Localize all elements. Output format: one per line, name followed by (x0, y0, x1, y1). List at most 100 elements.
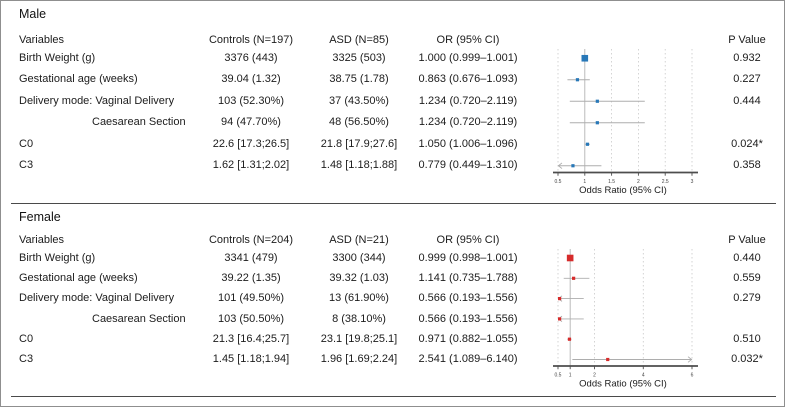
or-value: 1.000 (0.999–1.001) (418, 51, 518, 64)
table-row: C0 21.3 [16.4;25.7] 23.1 [19.8;25.1] 0.971 … (1, 329, 784, 349)
p-value: 0.358 (733, 159, 761, 171)
axis-tick-label: 3 (691, 179, 694, 185)
or-value: 0.566 (0.193–1.556) (418, 312, 518, 325)
section-divider (11, 203, 776, 204)
or-point-marker (585, 142, 590, 146)
variable-label: Caesarean Section (92, 116, 186, 128)
column-header-pvalue: P Value (728, 34, 766, 46)
or-value: 1.141 (0.735–1.788) (418, 272, 518, 285)
variable-label: C0 (19, 137, 34, 150)
column-header-variables: Variables (19, 234, 65, 246)
axis-tick-label: 0.5 (555, 179, 562, 185)
asd-value: 8 (38.10%) (332, 312, 386, 325)
or-point-marker (558, 297, 562, 301)
asd-value: 13 (61.90%) (329, 292, 389, 305)
table-row: C3 1.62 [1.31;2.02] 1.48 [1.18;1.88] 0.779 … (1, 155, 784, 177)
bottom-divider (11, 396, 776, 397)
asd-value: 23.1 [19.8;25.1] (320, 333, 398, 345)
asd-value: 1.96 [1.69;2.24] (320, 353, 398, 366)
controls-value: 21.3 [16.4;25.7] (212, 333, 290, 345)
axis-label: Odds Ratio (95% CI) (579, 379, 667, 390)
variable-label: C3 (19, 353, 34, 366)
p-value: 0.024* (731, 137, 763, 150)
table-row: Delivery mode: Vaginal Delivery 103 (52.3… (1, 91, 784, 113)
table-row: Birth Weight (g) 3376 (443) 3325 (503) 1.00… (1, 48, 784, 70)
or-point-marker (571, 164, 575, 168)
or-value: 0.971 (0.882–1.055) (418, 333, 518, 345)
or-value: 1.050 (1.006–1.096) (418, 137, 518, 150)
or-point-marker (581, 54, 589, 62)
asd-value: 3325 (503) (332, 51, 386, 64)
table-row: Delivery mode: Vaginal Delivery 101 (49.5… (1, 288, 784, 308)
asd-value: 39.32 (1.03) (329, 272, 389, 285)
controls-value: 94 (47.70%) (221, 116, 281, 128)
p-value: 0.510 (733, 333, 761, 345)
or-value: 0.779 (0.449–1.310) (418, 159, 518, 171)
column-header-controls: Controls (N=197) (208, 34, 294, 46)
p-value: 0.279 (733, 292, 761, 305)
controls-value: 3376 (443) (224, 51, 278, 64)
or-point-marker (566, 254, 574, 262)
panel-title: Female (19, 210, 61, 224)
axis-tick-label: 2.5 (662, 179, 669, 185)
ci-clip-arrow-right (687, 356, 693, 363)
axis-tick-label: 2 (637, 179, 640, 185)
variable-label: Caesarean Section (92, 312, 186, 325)
panel-female: Female Variables Controls (N=204) ASD (N… (1, 203, 784, 397)
or-point-marker (606, 357, 610, 362)
or-value: 0.999 (0.998–1.001) (418, 251, 518, 264)
column-header-pvalue: P Value (728, 234, 766, 246)
column-header-or: OR (95% CI) (436, 34, 500, 46)
axis-label: Odds Ratio (95% CI) (579, 185, 667, 196)
p-value: 0.444 (733, 94, 761, 107)
axis-tick-label: 4 (642, 373, 645, 379)
variable-label: C0 (19, 333, 34, 345)
controls-value: 101 (49.50%) (217, 292, 285, 305)
panel-title: Male (19, 7, 47, 21)
controls-value: 1.45 [1.18;1.94] (212, 353, 290, 366)
controls-value: 22.6 [17.3;26.5] (212, 137, 290, 150)
controls-value: 103 (50.50%) (217, 312, 285, 325)
table-row: Caesarean Section 94 (47.70%) 48 (56.50%) 1… (1, 112, 784, 134)
controls-value: 1.62 [1.31;2.02] (212, 159, 290, 171)
axis-tick-label: 0.5 (555, 373, 562, 379)
table-header: Variables Controls (N=204) ASD (N=21) OR… (1, 232, 784, 248)
variable-label: Gestational age (weeks) (19, 272, 138, 285)
or-point-marker (567, 337, 572, 341)
controls-value: 39.04 (1.32) (221, 73, 281, 85)
axis-tick-label: 6 (691, 373, 694, 379)
forest-plot-female: 0.5 1 2 4 6 Odds Ratio (95% CI) (553, 249, 698, 390)
controls-value: 3341 (479) (224, 251, 278, 264)
table-row: Gestational age (weeks) 39.04 (1.32) 38.75… (1, 69, 784, 91)
variable-label: Gestational age (weeks) (19, 73, 138, 85)
controls-value: 39.22 (1.35) (221, 272, 281, 285)
forest-plot-male: 0.5 1 1.5 2 2.5 3 Odds Ratio (95% CI) (553, 49, 698, 196)
p-value: 0.559 (733, 272, 761, 285)
asd-value: 3300 (344) (332, 251, 386, 264)
or-value: 0.566 (0.193–1.556) (418, 292, 518, 305)
table-header: Variables Controls (N=197) ASD (N=85) OR… (1, 32, 784, 48)
or-point-marker (595, 99, 599, 103)
table-row: C0 22.6 [17.3;26.5] 21.8 [17.9;27.6] 1.050 … (1, 134, 784, 156)
p-value: 0.440 (733, 251, 761, 264)
or-value: 1.234 (0.720–2.119) (418, 116, 518, 128)
column-header-asd: ASD (N=85) (329, 34, 389, 46)
or-point-marker (575, 78, 580, 82)
controls-value: 103 (52.30%) (217, 94, 285, 107)
ci-clip-arrow-left (557, 162, 563, 169)
axis-tick-label: 1 (569, 373, 572, 379)
panel-male: Male Variables Controls (N=197) ASD (N=8… (1, 1, 784, 203)
variable-label: Birth Weight (g) (19, 251, 96, 264)
p-value: 0.932 (733, 51, 761, 64)
table-row: Birth Weight (g) 3341 (479) 3300 (344) 0.99… (1, 248, 784, 268)
column-header-controls: Controls (N=204) (208, 234, 294, 246)
or-value: 2.541 (1.089–6.140) (418, 353, 518, 366)
or-value: 0.863 (0.676–1.093) (418, 73, 518, 85)
table-row: Gestational age (weeks) 39.22 (1.35) 39.32… (1, 268, 784, 288)
or-value: 1.234 (0.720–2.119) (418, 94, 518, 107)
column-header-asd: ASD (N=21) (329, 234, 389, 246)
asd-value: 37 (43.50%) (329, 94, 389, 107)
table-row: Caesarean Section 103 (50.50%) 8 (38.10%) 0… (1, 309, 784, 329)
variable-label: Delivery mode: Vaginal Delivery (19, 94, 175, 107)
